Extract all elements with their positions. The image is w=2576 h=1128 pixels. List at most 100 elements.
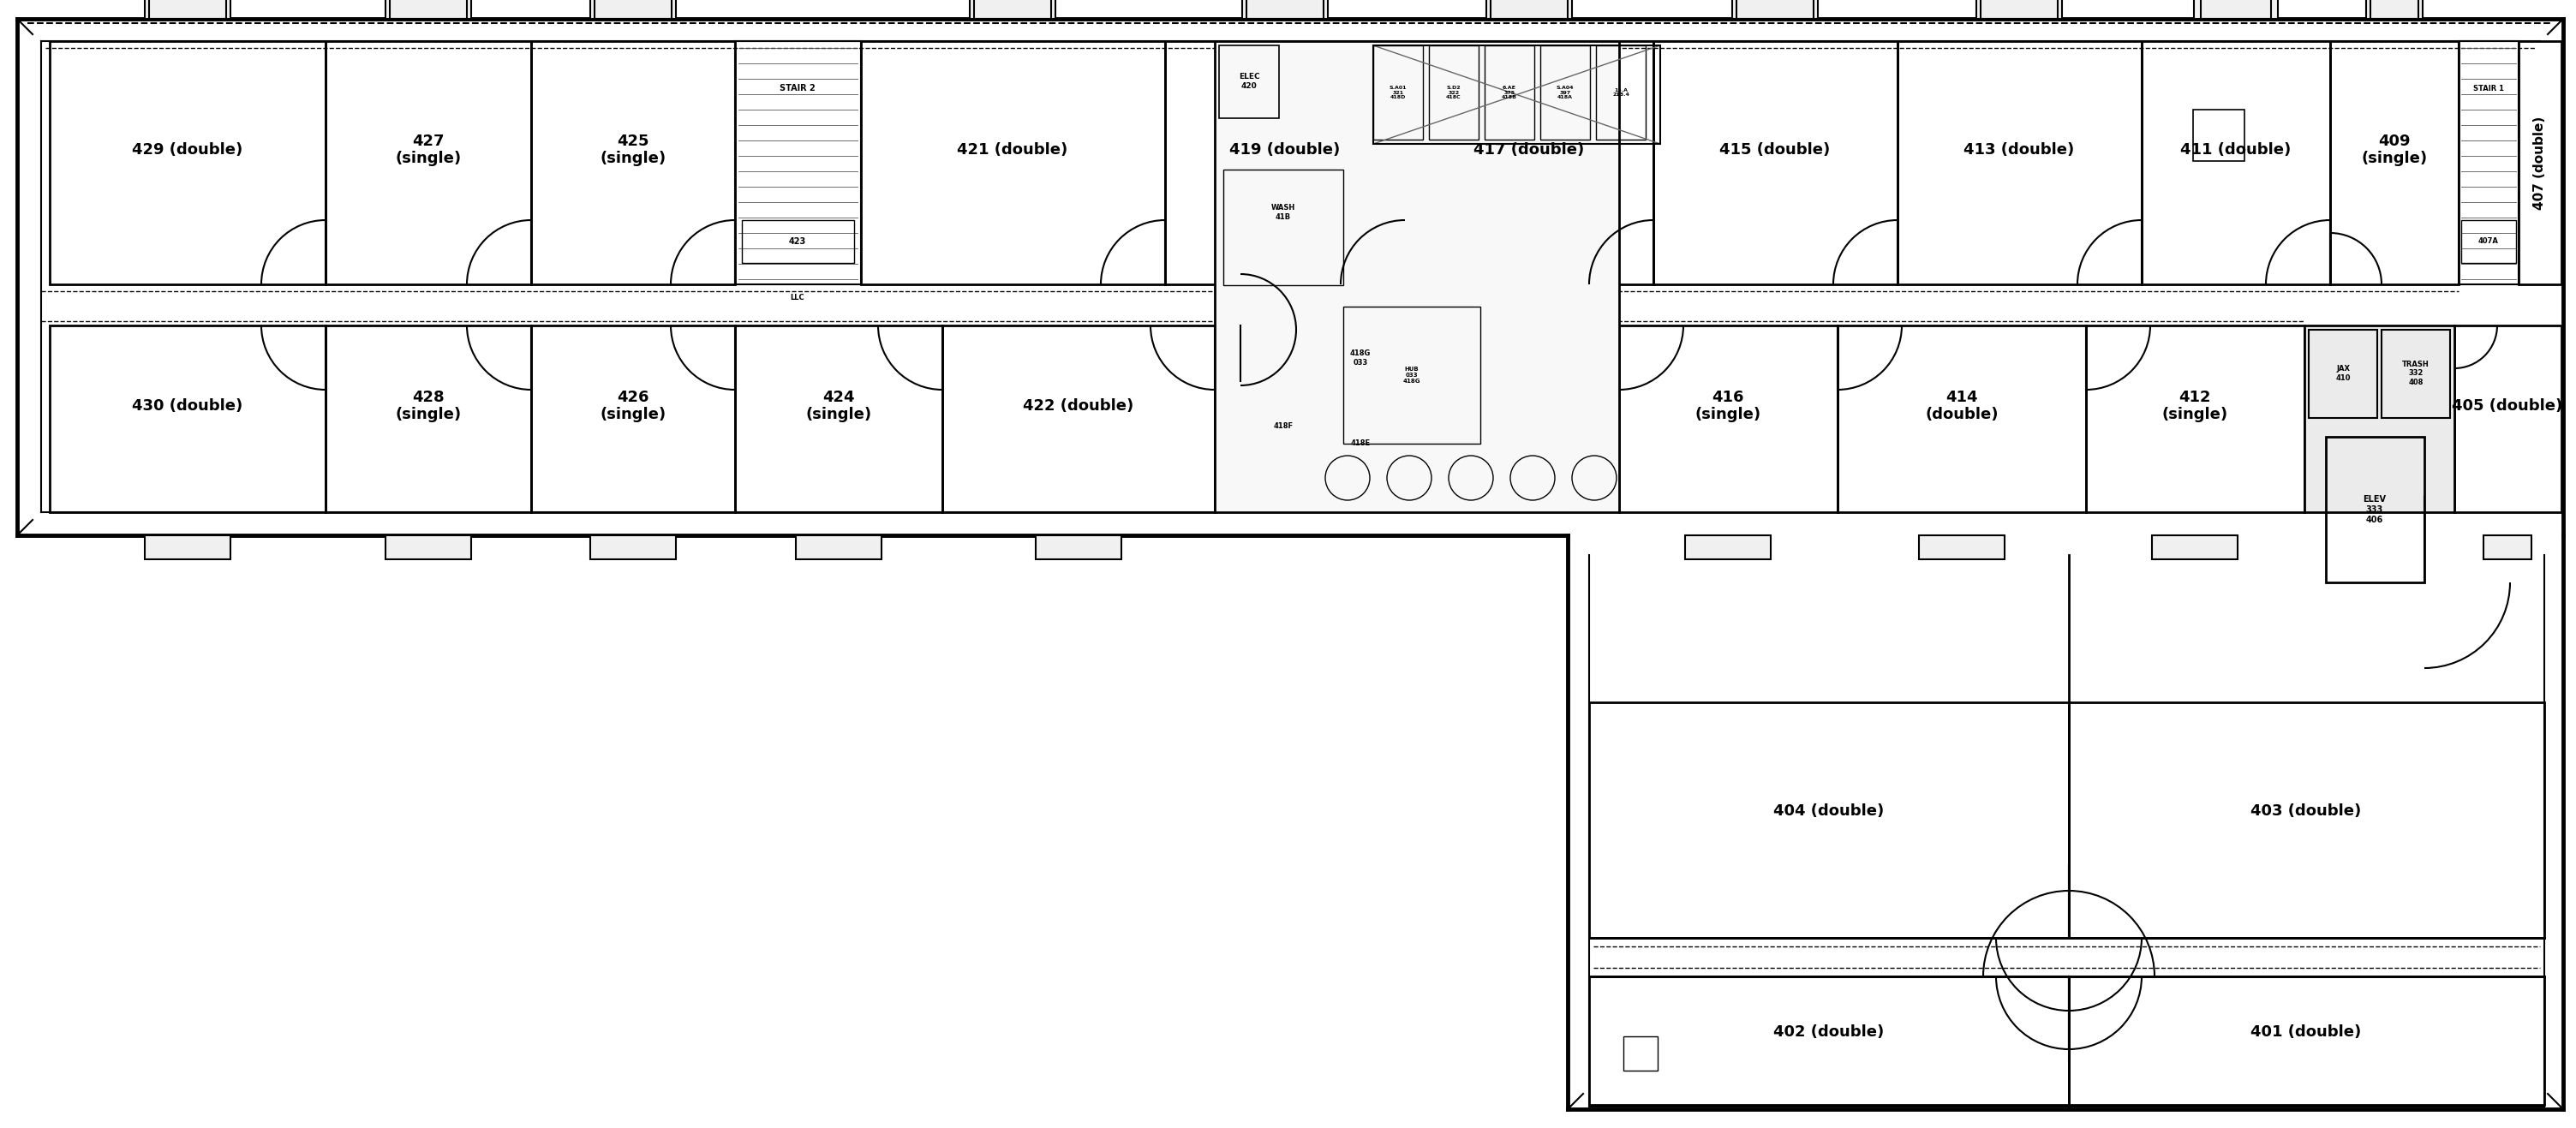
Text: 405 (double): 405 (double) — [2452, 398, 2563, 414]
Text: HUB
033
418G: HUB 033 418G — [1404, 367, 1419, 384]
Bar — [943, 326, 1216, 512]
Bar — [2195, 0, 2277, 19]
Text: S.A04
397
418A: S.A04 397 418A — [1556, 86, 1574, 99]
Bar — [1242, 0, 1327, 19]
Bar — [2483, 536, 2532, 559]
Text: LLC: LLC — [791, 293, 804, 301]
Bar — [325, 41, 531, 284]
Bar — [2460, 220, 2517, 263]
Bar — [1247, 0, 1324, 19]
Text: 402 (double): 402 (double) — [1775, 1024, 1886, 1040]
Text: 404 (double): 404 (double) — [1775, 803, 1886, 819]
Bar — [2192, 109, 2244, 161]
Bar — [1654, 41, 1899, 284]
Bar — [144, 536, 229, 559]
Bar — [1216, 41, 1620, 512]
Bar — [1484, 45, 1535, 140]
Text: 415 (double): 415 (double) — [1721, 142, 1832, 158]
Bar — [2326, 437, 2424, 582]
Bar — [2200, 0, 2272, 19]
Bar — [1597, 45, 1646, 140]
Bar — [734, 326, 943, 512]
Bar — [2455, 326, 2561, 512]
Bar — [969, 0, 1056, 19]
Bar — [2069, 703, 2545, 937]
Bar — [1342, 307, 1481, 443]
Text: 401 (double): 401 (double) — [2251, 1024, 2362, 1040]
Bar — [742, 220, 855, 263]
Text: 414
(double): 414 (double) — [1924, 389, 1999, 423]
Bar — [1540, 45, 1589, 140]
Bar — [389, 0, 466, 19]
Bar — [1373, 45, 1659, 144]
Bar — [2151, 536, 2239, 559]
Text: 403 (double): 403 (double) — [2251, 803, 2362, 819]
Text: 429 (double): 429 (double) — [131, 142, 242, 158]
Text: 419 (double): 419 (double) — [1229, 142, 1340, 158]
Bar — [974, 0, 1051, 19]
Bar — [1685, 536, 1770, 559]
Bar — [2308, 329, 2378, 418]
Text: 428
(single): 428 (single) — [394, 389, 461, 423]
Bar — [144, 0, 229, 19]
Bar — [1981, 0, 2058, 19]
Text: ELEV
333
406: ELEV 333 406 — [2362, 495, 2385, 523]
Bar — [590, 536, 675, 559]
Bar — [1620, 326, 1837, 512]
Bar — [595, 0, 672, 19]
Bar — [2306, 326, 2455, 512]
Text: 422 (double): 422 (double) — [1023, 398, 1133, 414]
Bar — [1218, 45, 1280, 118]
Text: 409
(single): 409 (single) — [2362, 133, 2427, 167]
Text: 411 (double): 411 (double) — [2179, 142, 2290, 158]
Text: 417 (double): 417 (double) — [1473, 142, 1584, 158]
Text: ELEC
420: ELEC 420 — [1239, 73, 1260, 89]
Bar — [531, 41, 734, 284]
Text: 15.A
213.4: 15.A 213.4 — [1613, 88, 1631, 97]
Text: 413 (double): 413 (double) — [1963, 142, 2074, 158]
Text: 424
(single): 424 (single) — [806, 389, 871, 423]
Bar — [2069, 977, 2545, 1104]
Bar — [1373, 45, 1422, 140]
Text: 427
(single): 427 (single) — [394, 133, 461, 167]
Bar — [1430, 45, 1479, 140]
Bar — [1164, 41, 1404, 284]
Bar — [2367, 0, 2421, 19]
Bar — [1224, 169, 1342, 285]
Text: TRASH
332
408: TRASH 332 408 — [2403, 361, 2429, 386]
Bar — [2458, 41, 2519, 284]
Bar — [49, 326, 325, 512]
Bar — [1036, 536, 1121, 559]
Text: WASH
41B: WASH 41B — [1270, 204, 1296, 221]
Bar — [2087, 326, 2306, 512]
Text: 6.AE
375
418B: 6.AE 375 418B — [1502, 86, 1517, 99]
Bar — [1899, 41, 2141, 284]
Bar — [1404, 41, 1654, 284]
Text: STAIR 1: STAIR 1 — [2473, 85, 2504, 92]
Text: STAIR 2: STAIR 2 — [781, 83, 817, 92]
Bar — [386, 0, 471, 19]
Bar — [1919, 536, 2004, 559]
Text: 412
(single): 412 (single) — [2161, 389, 2228, 423]
Text: 426
(single): 426 (single) — [600, 389, 667, 423]
Text: 425
(single): 425 (single) — [600, 133, 667, 167]
Bar — [1589, 703, 2069, 937]
Text: 407A: 407A — [2478, 238, 2499, 246]
Bar — [1623, 1037, 1656, 1070]
Text: S.A01
321
418D: S.A01 321 418D — [1388, 86, 1406, 99]
Bar — [325, 326, 531, 512]
Bar — [386, 536, 471, 559]
Bar — [49, 41, 325, 284]
Bar — [1486, 0, 1571, 19]
Bar — [1731, 0, 1819, 19]
Bar — [1492, 0, 1569, 19]
Text: 423: 423 — [788, 237, 806, 246]
Bar — [531, 326, 734, 512]
Text: 418G
033: 418G 033 — [1350, 350, 1370, 367]
Bar — [590, 0, 675, 19]
Text: S.D2
322
418C: S.D2 322 418C — [1445, 86, 1461, 99]
Bar — [2519, 41, 2561, 284]
Bar — [149, 0, 227, 19]
Text: 416
(single): 416 (single) — [1695, 389, 1762, 423]
Bar — [1976, 0, 2061, 19]
